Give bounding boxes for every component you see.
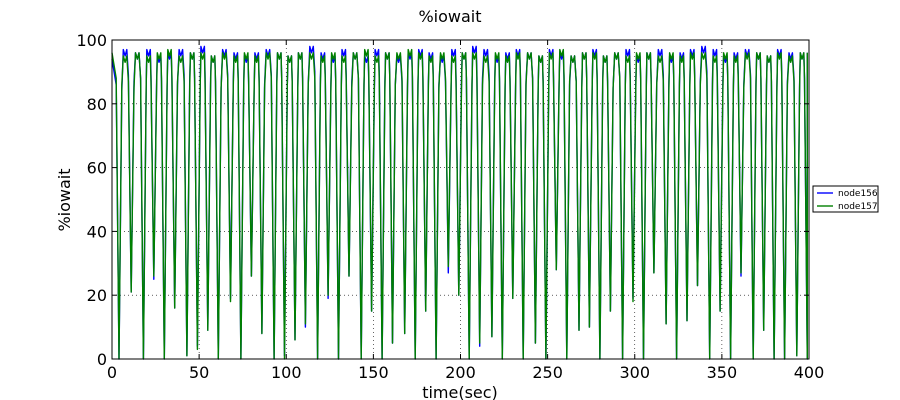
x-tick-label: 350 — [707, 363, 738, 382]
legend-box — [812, 185, 879, 213]
x-tick-label: 400 — [794, 363, 825, 382]
y-tick-label: 60 — [87, 159, 107, 178]
x-tick-label: 150 — [358, 363, 389, 382]
series-lines — [111, 45, 808, 360]
chart-title: %iowait — [418, 7, 481, 26]
x-tick-label: 300 — [619, 363, 650, 382]
axis-ticks: 0 50 100 150 200 250 300 350 400 0 20 40 60 80 100 — [76, 31, 824, 382]
legend: node156 node157 — [812, 185, 879, 213]
y-tick-label: 100 — [76, 31, 107, 50]
x-tick-label: 250 — [532, 363, 563, 382]
x-tick-label: 100 — [271, 363, 302, 382]
legend-label-node156: node156 — [838, 189, 878, 199]
y-tick-label: 40 — [87, 222, 107, 241]
x-tick-label: 0 — [107, 363, 117, 382]
x-tick-label: 200 — [445, 363, 476, 382]
y-tick-label: 20 — [87, 286, 107, 305]
y-axis-title: %iowait — [55, 168, 74, 231]
y-tick-label: 0 — [97, 350, 107, 369]
legend-label-node157: node157 — [838, 202, 878, 212]
x-tick-label: 50 — [189, 363, 209, 382]
x-axis-title: time(sec) — [422, 383, 498, 400]
y-tick-label: 80 — [87, 95, 107, 114]
series-line-node157 — [111, 48, 808, 360]
